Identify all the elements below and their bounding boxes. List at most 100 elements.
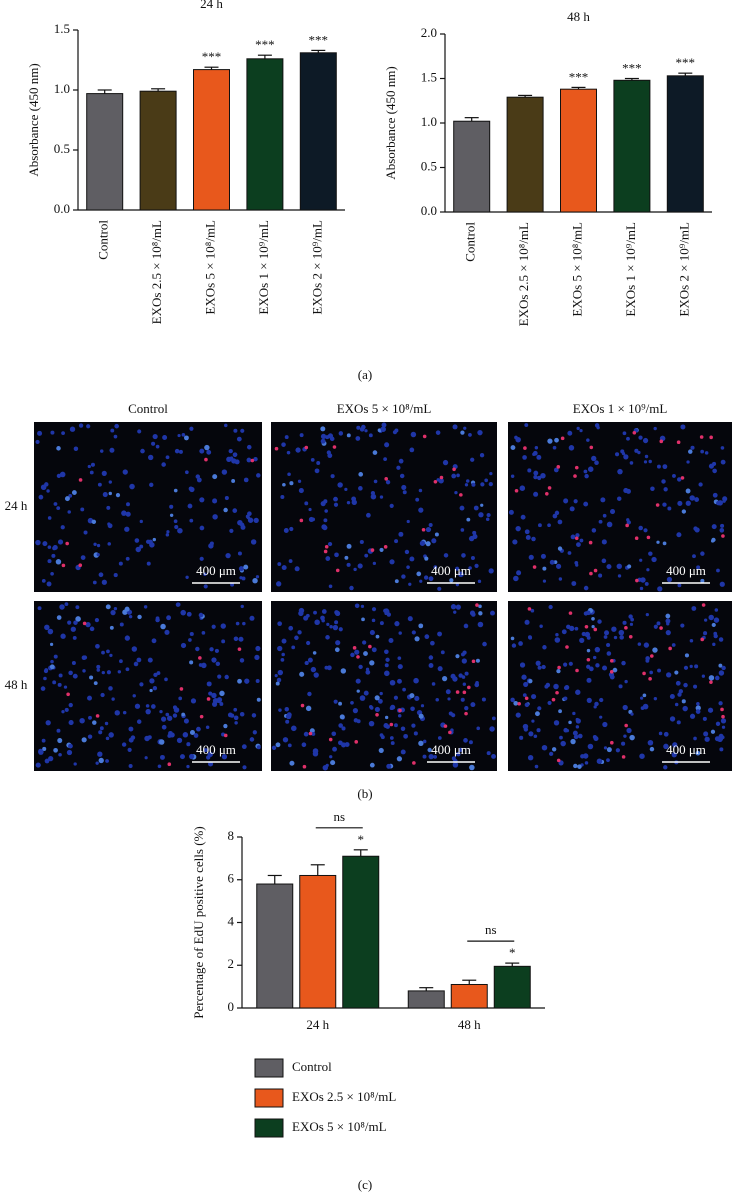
nucleus [644, 454, 649, 459]
nucleus [378, 747, 384, 753]
micrograph-bg [271, 601, 497, 771]
nucleus [73, 446, 79, 451]
nucleus [522, 455, 527, 460]
nucleus [71, 490, 77, 495]
nucleus [425, 541, 431, 547]
nucleus [428, 754, 434, 760]
nucleus [437, 631, 442, 637]
nucleus [484, 478, 489, 483]
nucleus [363, 651, 368, 656]
nucleus [211, 624, 216, 629]
nucleus [183, 718, 189, 724]
nucleus [618, 684, 623, 689]
nucleus [73, 620, 78, 625]
nucleus [389, 736, 394, 740]
bar [86, 93, 124, 211]
nucleus [199, 497, 205, 503]
nucleus [159, 754, 165, 760]
nucleus [616, 563, 622, 570]
nucleus [326, 622, 330, 626]
nucleus [428, 576, 434, 582]
nucleus [418, 623, 424, 629]
nucleus [134, 538, 140, 543]
nucleus [568, 445, 575, 451]
nucleus [274, 673, 278, 678]
nucleus [629, 461, 634, 465]
nucleus [362, 640, 367, 645]
nucleus [312, 748, 319, 754]
bar [407, 990, 445, 1009]
nucleus [307, 657, 313, 663]
nucleus [606, 747, 612, 753]
nucleus [397, 713, 402, 718]
edu-cell [527, 607, 532, 611]
bar [139, 90, 177, 211]
nucleus [437, 666, 443, 672]
nucleus [466, 517, 471, 522]
nucleus [45, 720, 51, 726]
edu-cell [589, 445, 594, 450]
x-tick-label: EXOs 2 × 10⁹/mL [309, 220, 324, 315]
edu-cell [700, 637, 705, 642]
nucleus [480, 482, 485, 487]
nucleus [99, 726, 104, 731]
nucleus [75, 616, 81, 622]
nucleus [110, 609, 116, 616]
nucleus [459, 505, 465, 511]
nucleus [468, 740, 473, 745]
nucleus [570, 738, 576, 745]
nucleus [131, 646, 138, 652]
nucleus [576, 542, 581, 547]
nucleus [149, 542, 155, 548]
nucleus [328, 584, 333, 589]
edu-cell [299, 518, 304, 523]
nucleus [81, 655, 87, 661]
edu-cell [545, 491, 549, 496]
nucleus [692, 554, 696, 559]
nucleus [442, 676, 448, 682]
nucleus [422, 754, 427, 759]
nucleus [547, 700, 552, 705]
nucleus [224, 496, 229, 501]
nucleus [478, 611, 483, 616]
nucleus [64, 602, 69, 607]
edu-cell [82, 621, 87, 626]
nucleus [58, 673, 63, 678]
nucleus [338, 723, 343, 728]
nucleus [620, 449, 625, 454]
nucleus [719, 747, 724, 752]
nucleus [288, 559, 293, 563]
nucleus [199, 525, 205, 531]
nucleus [288, 625, 294, 631]
panel-label: (a) [358, 367, 372, 382]
legend-label: EXOs 2.5 × 10⁸/mL [292, 1089, 396, 1104]
nucleus [425, 526, 432, 533]
edu-cell [610, 659, 614, 663]
nucleus [75, 605, 80, 610]
nucleus [333, 496, 338, 502]
nucleus [173, 519, 178, 524]
nucleus [119, 622, 124, 627]
edu-cell [421, 527, 426, 532]
nucleus [40, 686, 46, 691]
x-tick-label: EXOs 2.5 × 10⁸/mL [516, 222, 531, 326]
nucleus [377, 428, 382, 433]
nucleus [204, 444, 210, 451]
nucleus [105, 736, 110, 741]
nucleus [118, 561, 123, 566]
edu-cell [66, 692, 70, 697]
nucleus [690, 445, 695, 450]
nucleus [50, 571, 54, 576]
nucleus [643, 528, 648, 533]
nucleus [683, 665, 689, 670]
nucleus [455, 604, 461, 610]
edu-cell [389, 722, 394, 727]
edu-cell [475, 603, 479, 607]
nucleus [468, 566, 472, 570]
nucleus [537, 665, 542, 670]
nucleus [243, 477, 249, 483]
nucleus [87, 734, 93, 739]
nucleus [456, 751, 461, 757]
nucleus [422, 739, 427, 744]
